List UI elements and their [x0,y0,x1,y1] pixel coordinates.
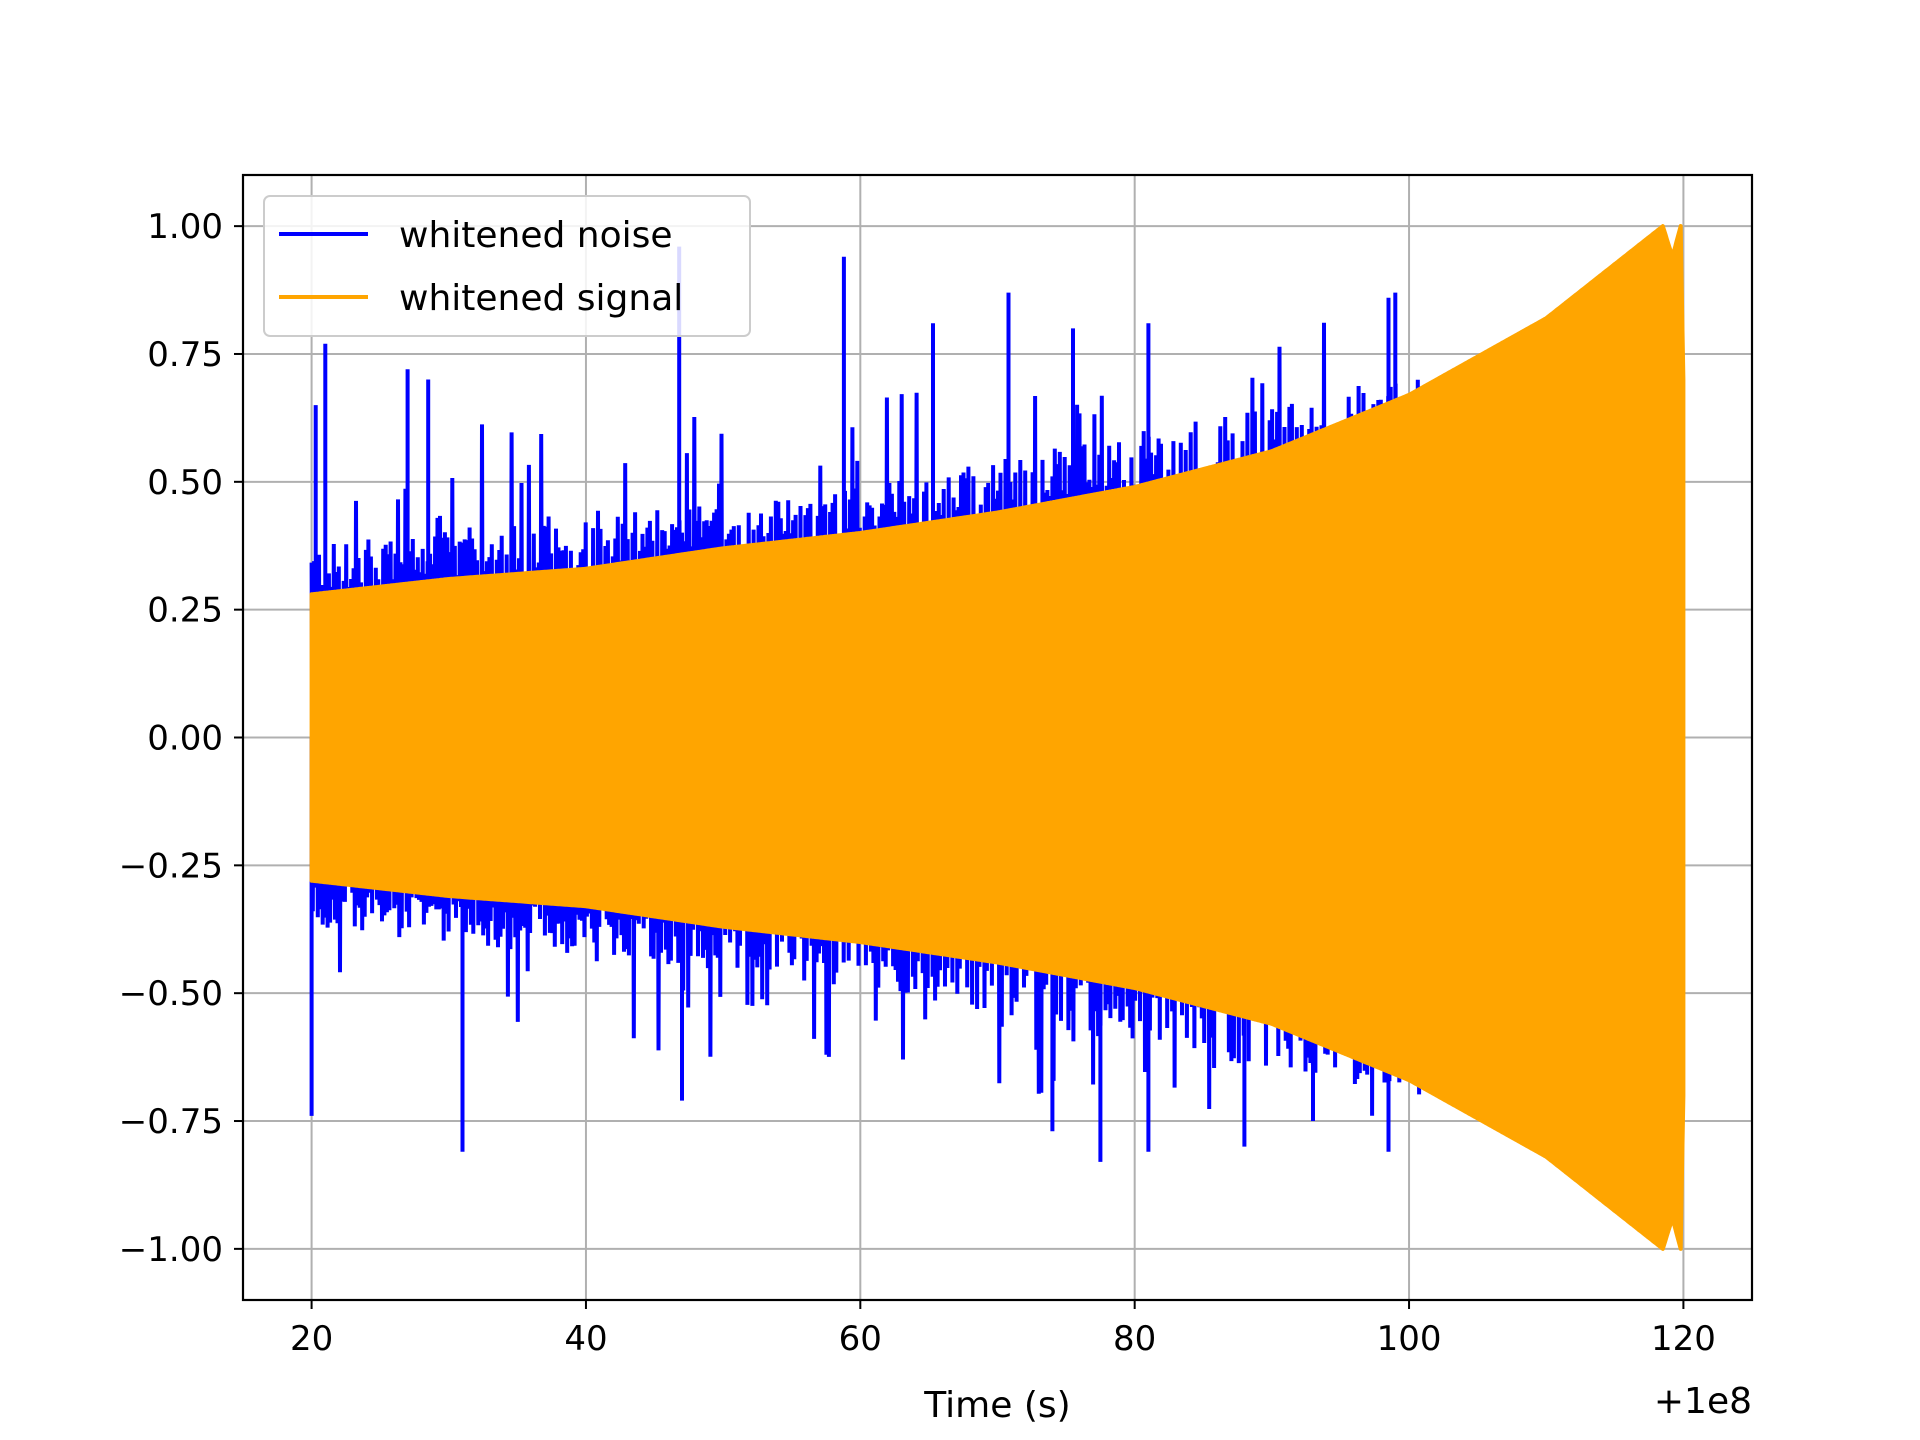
legend-label-whitened-noise: whitened noise [399,215,673,256]
legend: whitened noise whitened signal [263,195,751,337]
y-tick-label: −0.75 [119,1102,223,1142]
y-tick-label: −0.50 [119,974,223,1014]
y-tick-label: 0.25 [147,591,223,631]
series-whitened-signal [309,224,1686,1251]
series-layer [309,224,1686,1251]
x-axis-label: Time (s) [923,1385,1070,1426]
y-tick-label: 0.75 [147,335,223,375]
x-tick-label: 80 [1113,1319,1156,1359]
y-tick-label: 1.00 [147,207,223,247]
y-tick-label: −1.00 [119,1230,223,1270]
x-tick-label: 100 [1377,1319,1442,1359]
x-offset-label: +1e8 [1654,1381,1752,1422]
legend-label-whitened-signal: whitened signal [399,278,683,319]
x-tick-label: 120 [1651,1319,1716,1359]
x-tick-label: 20 [290,1319,333,1359]
y-tick-label: 0.50 [147,463,223,503]
y-tick-label: 0.00 [147,719,223,759]
ticks: 20 40 60 80 100 120 1.00 0.75 0.50 0.25 0.00 −0.25 −… [119,207,1716,1359]
x-tick-label: 60 [839,1319,882,1359]
y-tick-label: −0.25 [119,846,223,886]
legend-box [263,195,751,337]
x-tick-label: 40 [564,1319,607,1359]
